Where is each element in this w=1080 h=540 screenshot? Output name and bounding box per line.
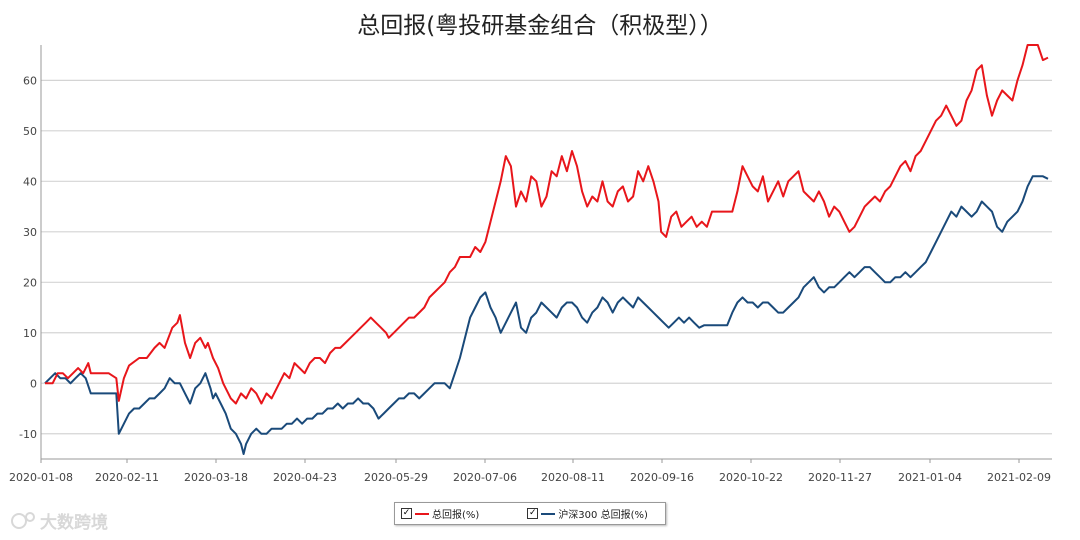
x-tick-label: 2020-10-22 (719, 471, 783, 484)
x-tick-label: 2021-01-04 (898, 471, 962, 484)
x-tick-label: 2020-05-29 (364, 471, 428, 484)
x-tick-label: 2020-08-11 (541, 471, 605, 484)
logo-icon (11, 511, 35, 529)
legend-item-total-return[interactable]: ✓ 总回报(%) (397, 506, 479, 521)
y-tick-label: 40 (23, 175, 37, 188)
chart-title: 总回报(粤投研基金组合（积极型）） (357, 13, 723, 39)
watermark-text: 大数跨境 (40, 513, 108, 533)
legend-swatch (415, 512, 429, 515)
x-tick-label: 2020-04-23 (273, 471, 337, 484)
x-axis-ticks: 2020-01-08 2020-02-11 2020-03-18 2020-04-23… (9, 459, 1051, 484)
y-tick-label: 0 (30, 377, 37, 390)
x-tick-label: 2020-02-11 (95, 471, 159, 484)
y-tick-label: 60 (23, 74, 37, 87)
x-tick-label: 2020-09-16 (630, 471, 694, 484)
legend-swatch (541, 512, 556, 515)
checkbox-icon[interactable]: ✓ (401, 508, 412, 519)
x-tick-label: 2020-07-06 (453, 471, 517, 484)
checkbox-icon[interactable]: ✓ (527, 508, 539, 519)
x-tick-label: 2020-01-08 (9, 471, 73, 484)
legend-label: 沪深300 总回报(%) (558, 510, 648, 521)
y-tick-label: 10 (23, 327, 37, 340)
x-tick-label: 2021-02-09 (987, 471, 1051, 484)
y-tick-label: -10 (19, 428, 37, 441)
legend-item-hs300-return[interactable]: ✓ 沪深300 总回报(%) (523, 506, 648, 521)
watermark: 大数跨境 (10, 508, 108, 533)
x-tick-label: 2020-11-27 (808, 471, 872, 484)
x-tick-label: 2020-03-18 (184, 471, 248, 484)
gridlines (41, 79, 1052, 435)
axes (40, 45, 1052, 460)
y-axis-ticks: -10 0 10 20 30 40 50 60 (19, 74, 37, 440)
legend-label: 总回报(%) (432, 510, 480, 521)
legend: ✓ 总回报(%) ✓ 沪深300 总回报(%) (394, 502, 666, 525)
y-tick-label: 20 (23, 276, 37, 289)
y-tick-label: 30 (23, 226, 37, 239)
series-lines (44, 44, 1049, 455)
series-line-total-return (45, 44, 1049, 405)
y-tick-label: 50 (23, 125, 37, 138)
series-line-hs300-return (44, 175, 1049, 455)
